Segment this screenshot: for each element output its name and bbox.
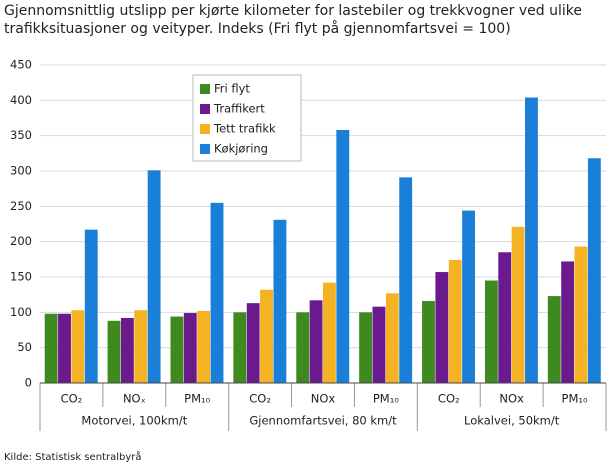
bar xyxy=(484,280,498,383)
bar xyxy=(107,320,121,383)
bar xyxy=(170,316,184,383)
bar xyxy=(44,313,58,383)
group-label: Gjennomfartsvei, 80 km/t xyxy=(249,414,397,428)
legend-swatch xyxy=(200,124,210,134)
x-tick-label: CO₂ xyxy=(249,392,271,406)
chart: 0 50 100 150 200 250 300 350 400 450 CO₂ NOₓ PM₁₀ CO₂… xyxy=(10,58,607,431)
bar xyxy=(587,158,601,383)
bar xyxy=(210,202,224,383)
x-tick-label: CO₂ xyxy=(438,392,460,406)
bar xyxy=(147,170,161,383)
x-tick-label: NOₓ xyxy=(123,392,146,406)
x-tick-label: CO₂ xyxy=(61,392,83,406)
legend-box xyxy=(192,74,302,162)
y-tick-label: 300 xyxy=(10,164,32,178)
bar xyxy=(574,246,588,383)
x-tick-label: PM₁₀ xyxy=(562,392,588,406)
bar xyxy=(385,293,399,383)
bar xyxy=(547,296,561,383)
legend-label: Tett trafikk xyxy=(213,122,276,136)
legend-swatch xyxy=(200,144,210,154)
bar xyxy=(296,312,310,383)
y-tick-label: 0 xyxy=(25,376,32,390)
group-label: Motorvei, 100km/t xyxy=(81,414,187,428)
y-tick-label: 50 xyxy=(17,340,32,354)
y-tick-label: 100 xyxy=(10,305,32,319)
bar xyxy=(359,312,373,383)
x-tick-label: NOx xyxy=(499,392,524,406)
y-tick-label: 200 xyxy=(10,234,32,248)
bar xyxy=(422,301,435,383)
y-tick-label: 350 xyxy=(10,128,32,142)
bar xyxy=(372,306,386,383)
y-tick-label: 150 xyxy=(10,270,32,284)
bar xyxy=(260,289,273,383)
bar xyxy=(561,261,575,383)
bar xyxy=(233,312,247,383)
bar xyxy=(246,303,260,383)
chart-title: Gjennomsnittlig utslipp per kjørte kilom… xyxy=(4,3,582,37)
bar xyxy=(323,282,336,383)
bar xyxy=(58,313,71,383)
bar xyxy=(435,272,449,383)
bar xyxy=(134,310,148,383)
group-label: Lokalvei, 50km/t xyxy=(464,414,560,428)
x-tick-label: PM₁₀ xyxy=(373,392,399,406)
bar xyxy=(399,177,413,383)
legend-label: Køkjøring xyxy=(214,142,268,156)
bar xyxy=(309,300,323,383)
legend-label: Fri flyt xyxy=(214,82,250,96)
bar xyxy=(511,226,525,383)
x-tick-label: PM₁₀ xyxy=(184,392,210,406)
y-tick-label: 400 xyxy=(10,93,32,107)
x-tick-label: NOx xyxy=(311,392,336,406)
bar xyxy=(183,313,197,383)
source-note: Kilde: Statistisk sentralbyrå xyxy=(4,452,142,463)
bar xyxy=(273,219,287,383)
legend-swatch xyxy=(200,84,210,94)
bar xyxy=(197,310,211,383)
bar xyxy=(498,252,512,383)
y-tick-label: 250 xyxy=(10,199,32,213)
bar xyxy=(462,210,476,383)
bar xyxy=(84,229,98,383)
bar xyxy=(525,97,538,384)
bar xyxy=(120,317,134,383)
y-tick-label: 450 xyxy=(10,58,32,72)
legend-swatch xyxy=(200,104,210,114)
bar xyxy=(448,260,462,383)
bar xyxy=(336,130,350,383)
legend-label: Traffikert xyxy=(213,102,265,116)
bar xyxy=(71,310,85,383)
